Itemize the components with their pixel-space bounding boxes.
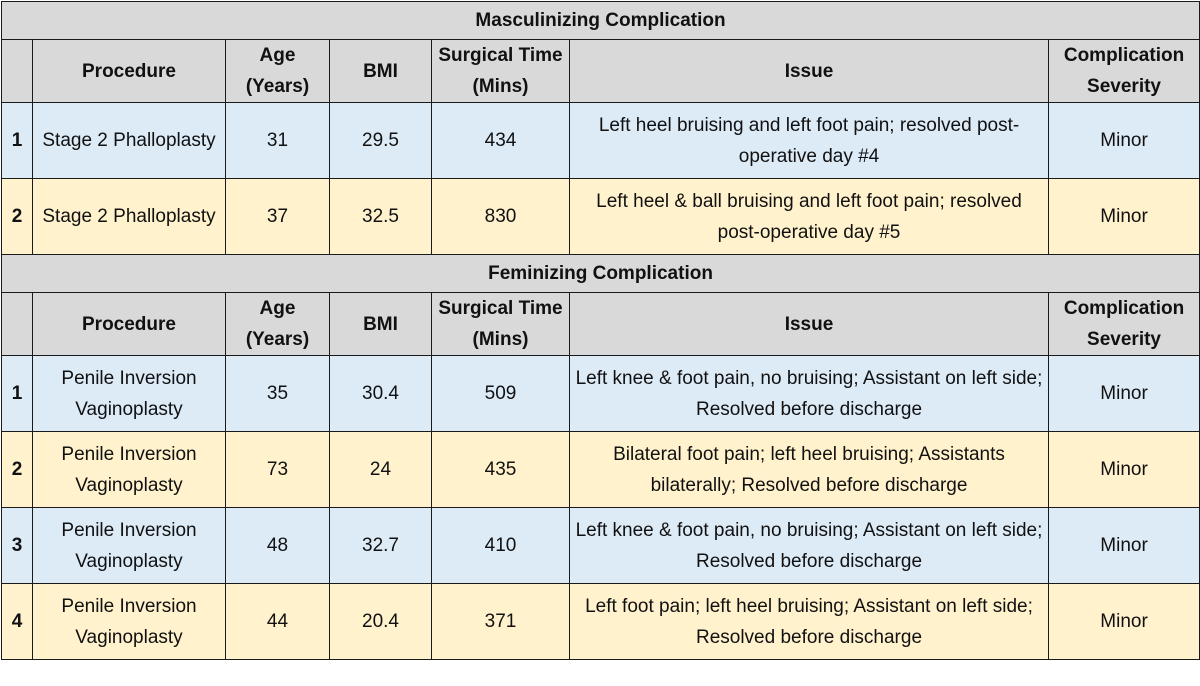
age-cell: 35 <box>225 355 330 432</box>
severity-cell: Minor <box>1047 178 1200 255</box>
issue-cell: Bilateral foot pain; left heel bruising;… <box>569 431 1049 508</box>
masculinizing-section-row: Masculinizing Complication <box>0 1 1200 40</box>
surgical-time-cell: 434 <box>431 102 570 179</box>
age-cell: 44 <box>225 583 330 660</box>
age-cell: 37 <box>225 178 330 255</box>
table-row: 2 Penile Inversion Vaginoplasty 73 24 43… <box>1 431 1200 508</box>
procedure-cell: Penile Inversion Vaginoplasty <box>32 431 226 508</box>
header-surgical-time: Surgical Time (Mins) <box>431 39 570 103</box>
issue-cell: Left knee & foot pain, no bruising; Assi… <box>569 355 1049 432</box>
table-row: 2 Stage 2 Phalloplasty 37 32.5 830 Left … <box>1 178 1200 255</box>
procedure-cell: Penile Inversion Vaginoplasty <box>32 507 226 584</box>
table-row: 4 Penile Inversion Vaginoplasty 44 20.4 … <box>1 583 1200 660</box>
issue-cell: Left foot pain; left heel bruising; Assi… <box>569 583 1049 660</box>
procedure-cell: Penile Inversion Vaginoplasty <box>32 355 226 432</box>
header-index <box>1 292 33 356</box>
masculinizing-header-row: Procedure Age (Years) BMI Surgical Time … <box>1 39 1200 103</box>
header-procedure: Procedure <box>32 39 226 103</box>
age-cell: 73 <box>225 431 330 508</box>
bmi-cell: 32.7 <box>329 507 432 584</box>
header-procedure: Procedure <box>32 292 226 356</box>
issue-cell: Left heel bruising and left foot pain; r… <box>569 102 1049 179</box>
age-cell: 48 <box>225 507 330 584</box>
surgical-time-cell: 371 <box>431 583 570 660</box>
table-row: 1 Stage 2 Phalloplasty 31 29.5 434 Left … <box>1 102 1200 179</box>
severity-cell: Minor <box>1047 355 1200 432</box>
row-number: 1 <box>1 355 33 432</box>
complications-table: Masculinizing Complication Procedure Age… <box>0 1 1200 660</box>
header-issue: Issue <box>569 39 1049 103</box>
severity-cell: Minor <box>1047 431 1200 508</box>
row-number: 2 <box>1 431 33 508</box>
header-age: Age (Years) <box>225 292 330 356</box>
header-severity: Complication Severity <box>1047 292 1200 356</box>
severity-cell: Minor <box>1047 507 1200 584</box>
row-number: 3 <box>1 507 33 584</box>
bmi-cell: 20.4 <box>329 583 432 660</box>
feminizing-section-row: Feminizing Complication <box>0 254 1200 293</box>
header-age: Age (Years) <box>225 39 330 103</box>
issue-cell: Left heel & ball bruising and left foot … <box>569 178 1049 255</box>
surgical-time-cell: 435 <box>431 431 570 508</box>
surgical-time-cell: 509 <box>431 355 570 432</box>
row-number: 1 <box>1 102 33 179</box>
table-row: 3 Penile Inversion Vaginoplasty 48 32.7 … <box>1 507 1200 584</box>
bmi-cell: 32.5 <box>329 178 432 255</box>
header-severity: Complication Severity <box>1047 39 1200 103</box>
surgical-time-cell: 410 <box>431 507 570 584</box>
surgical-time-cell: 830 <box>431 178 570 255</box>
issue-cell: Left knee & foot pain, no bruising; Assi… <box>569 507 1049 584</box>
severity-cell: Minor <box>1047 583 1200 660</box>
table-row: 1 Penile Inversion Vaginoplasty 35 30.4 … <box>1 355 1200 432</box>
row-number: 2 <box>1 178 33 255</box>
bmi-cell: 29.5 <box>329 102 432 179</box>
feminizing-header-row: Procedure Age (Years) BMI Surgical Time … <box>1 292 1200 356</box>
header-issue: Issue <box>569 292 1049 356</box>
masculinizing-section-title: Masculinizing Complication <box>0 1 1200 40</box>
header-bmi: BMI <box>329 292 432 356</box>
header-surgical-time: Surgical Time (Mins) <box>431 292 570 356</box>
procedure-cell: Penile Inversion Vaginoplasty <box>32 583 226 660</box>
header-bmi: BMI <box>329 39 432 103</box>
age-cell: 31 <box>225 102 330 179</box>
procedure-cell: Stage 2 Phalloplasty <box>32 178 226 255</box>
bmi-cell: 24 <box>329 431 432 508</box>
procedure-cell: Stage 2 Phalloplasty <box>32 102 226 179</box>
feminizing-section-title: Feminizing Complication <box>0 254 1200 293</box>
row-number: 4 <box>1 583 33 660</box>
bmi-cell: 30.4 <box>329 355 432 432</box>
severity-cell: Minor <box>1047 102 1200 179</box>
header-index <box>1 39 33 103</box>
